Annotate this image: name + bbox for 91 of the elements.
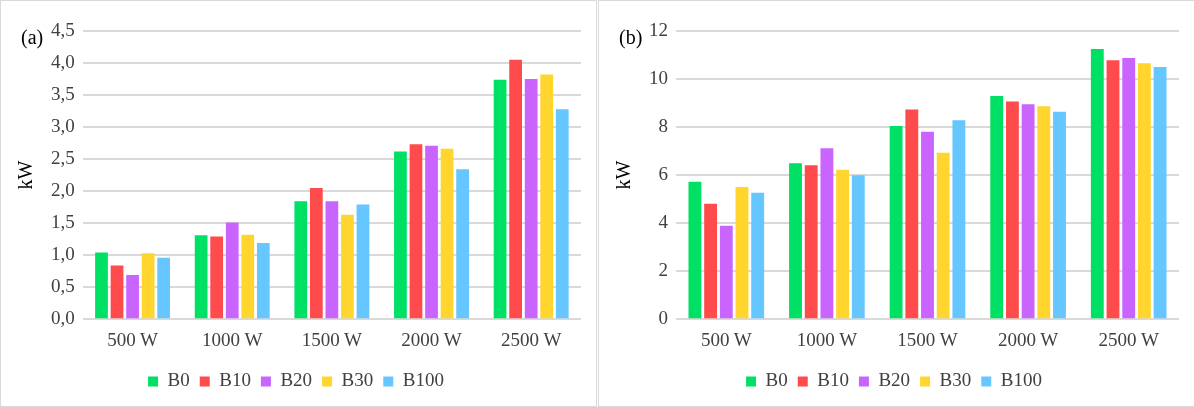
bar — [1153, 67, 1167, 319]
bar — [126, 275, 139, 319]
bar — [1090, 49, 1104, 319]
legend-label: B100 — [1000, 369, 1042, 391]
bar — [241, 234, 255, 319]
bar — [141, 253, 155, 319]
bar — [356, 204, 370, 319]
bar — [719, 225, 733, 319]
legend-label: B20 — [280, 369, 313, 391]
bar — [440, 148, 454, 319]
x-tick-label: 1000 W — [202, 328, 263, 350]
bar — [225, 222, 239, 319]
bar — [509, 59, 522, 319]
y-tick-label: 3,0 — [51, 115, 75, 137]
y-tick-label: 4,5 — [51, 18, 75, 40]
bar — [194, 235, 208, 319]
y-tick-label: 2,5 — [51, 147, 75, 169]
bar — [1037, 106, 1051, 319]
bar — [735, 187, 749, 319]
bar — [952, 120, 966, 319]
x-tick-label: 500 W — [700, 328, 752, 350]
x-tick-label: 2000 W — [997, 328, 1059, 350]
bar — [294, 201, 308, 319]
bar — [1005, 101, 1019, 319]
bar — [990, 96, 1004, 319]
y-tick-label: 6 — [658, 163, 668, 185]
y-tick-label: 0,0 — [51, 307, 75, 329]
bar — [889, 126, 903, 319]
bar — [95, 252, 108, 319]
bar — [394, 151, 407, 319]
y-tick-label: 12 — [649, 18, 668, 40]
bar — [425, 145, 438, 319]
bar — [836, 169, 850, 319]
y-axis-title: kW — [14, 160, 37, 190]
bar — [540, 74, 554, 319]
bar — [524, 79, 538, 319]
x-tick-label: 2000 W — [401, 328, 462, 350]
bar — [210, 236, 224, 319]
bar — [921, 131, 934, 319]
y-tick-label: 4,0 — [51, 51, 75, 73]
bar — [341, 214, 354, 319]
legend-label: B0 — [765, 369, 788, 391]
legend-label: B30 — [341, 369, 374, 391]
bar — [804, 165, 818, 319]
legend-label: B20 — [878, 369, 911, 391]
y-axis-title: kW — [612, 160, 635, 190]
bar — [256, 242, 270, 319]
bar — [1106, 60, 1120, 319]
y-tick-label: 3,5 — [51, 83, 75, 105]
legend-label: B100 — [402, 369, 444, 391]
legend-label: B10 — [219, 369, 251, 391]
bar — [688, 181, 702, 319]
bar — [851, 175, 865, 319]
x-tick-label: 1500 W — [897, 328, 958, 350]
bar — [936, 152, 950, 319]
bar — [409, 144, 423, 319]
text: (a) — [21, 26, 44, 50]
bar — [1137, 63, 1151, 319]
bar — [820, 148, 834, 319]
bar — [110, 265, 124, 319]
x-tick-label: 500 W — [107, 328, 159, 350]
bar — [1122, 57, 1136, 319]
x-tick-label: 2500 W — [501, 328, 562, 350]
bar — [789, 163, 802, 319]
x-tick-label: 2500 W — [1098, 328, 1159, 350]
y-tick-label: 2,0 — [51, 179, 75, 201]
bar — [456, 169, 469, 319]
bar — [325, 201, 339, 319]
y-tick-label: 10 — [649, 67, 668, 89]
bar — [1053, 111, 1066, 319]
y-tick-label: 2 — [658, 259, 668, 281]
bar — [157, 257, 171, 319]
y-tick-label: 8 — [658, 115, 668, 137]
bar — [555, 109, 569, 319]
bar — [309, 187, 323, 319]
bar — [493, 79, 507, 319]
y-tick-label: 0,5 — [51, 275, 75, 297]
bar — [1021, 104, 1035, 319]
legend-label: B30 — [939, 369, 972, 391]
bar — [704, 203, 718, 319]
y-tick-label: 1,0 — [51, 243, 75, 265]
legend-label: B10 — [817, 369, 849, 391]
x-tick-label: 1000 W — [796, 328, 858, 350]
y-tick-label: 1,5 — [51, 211, 75, 233]
y-tick-label: 0 — [658, 307, 668, 329]
bar — [751, 192, 765, 319]
text: (b) — [619, 26, 643, 50]
bar — [905, 109, 919, 319]
y-tick-label: 4 — [658, 211, 669, 233]
x-tick-label: 1500 W — [301, 328, 363, 350]
legend-label: B0 — [167, 369, 190, 391]
